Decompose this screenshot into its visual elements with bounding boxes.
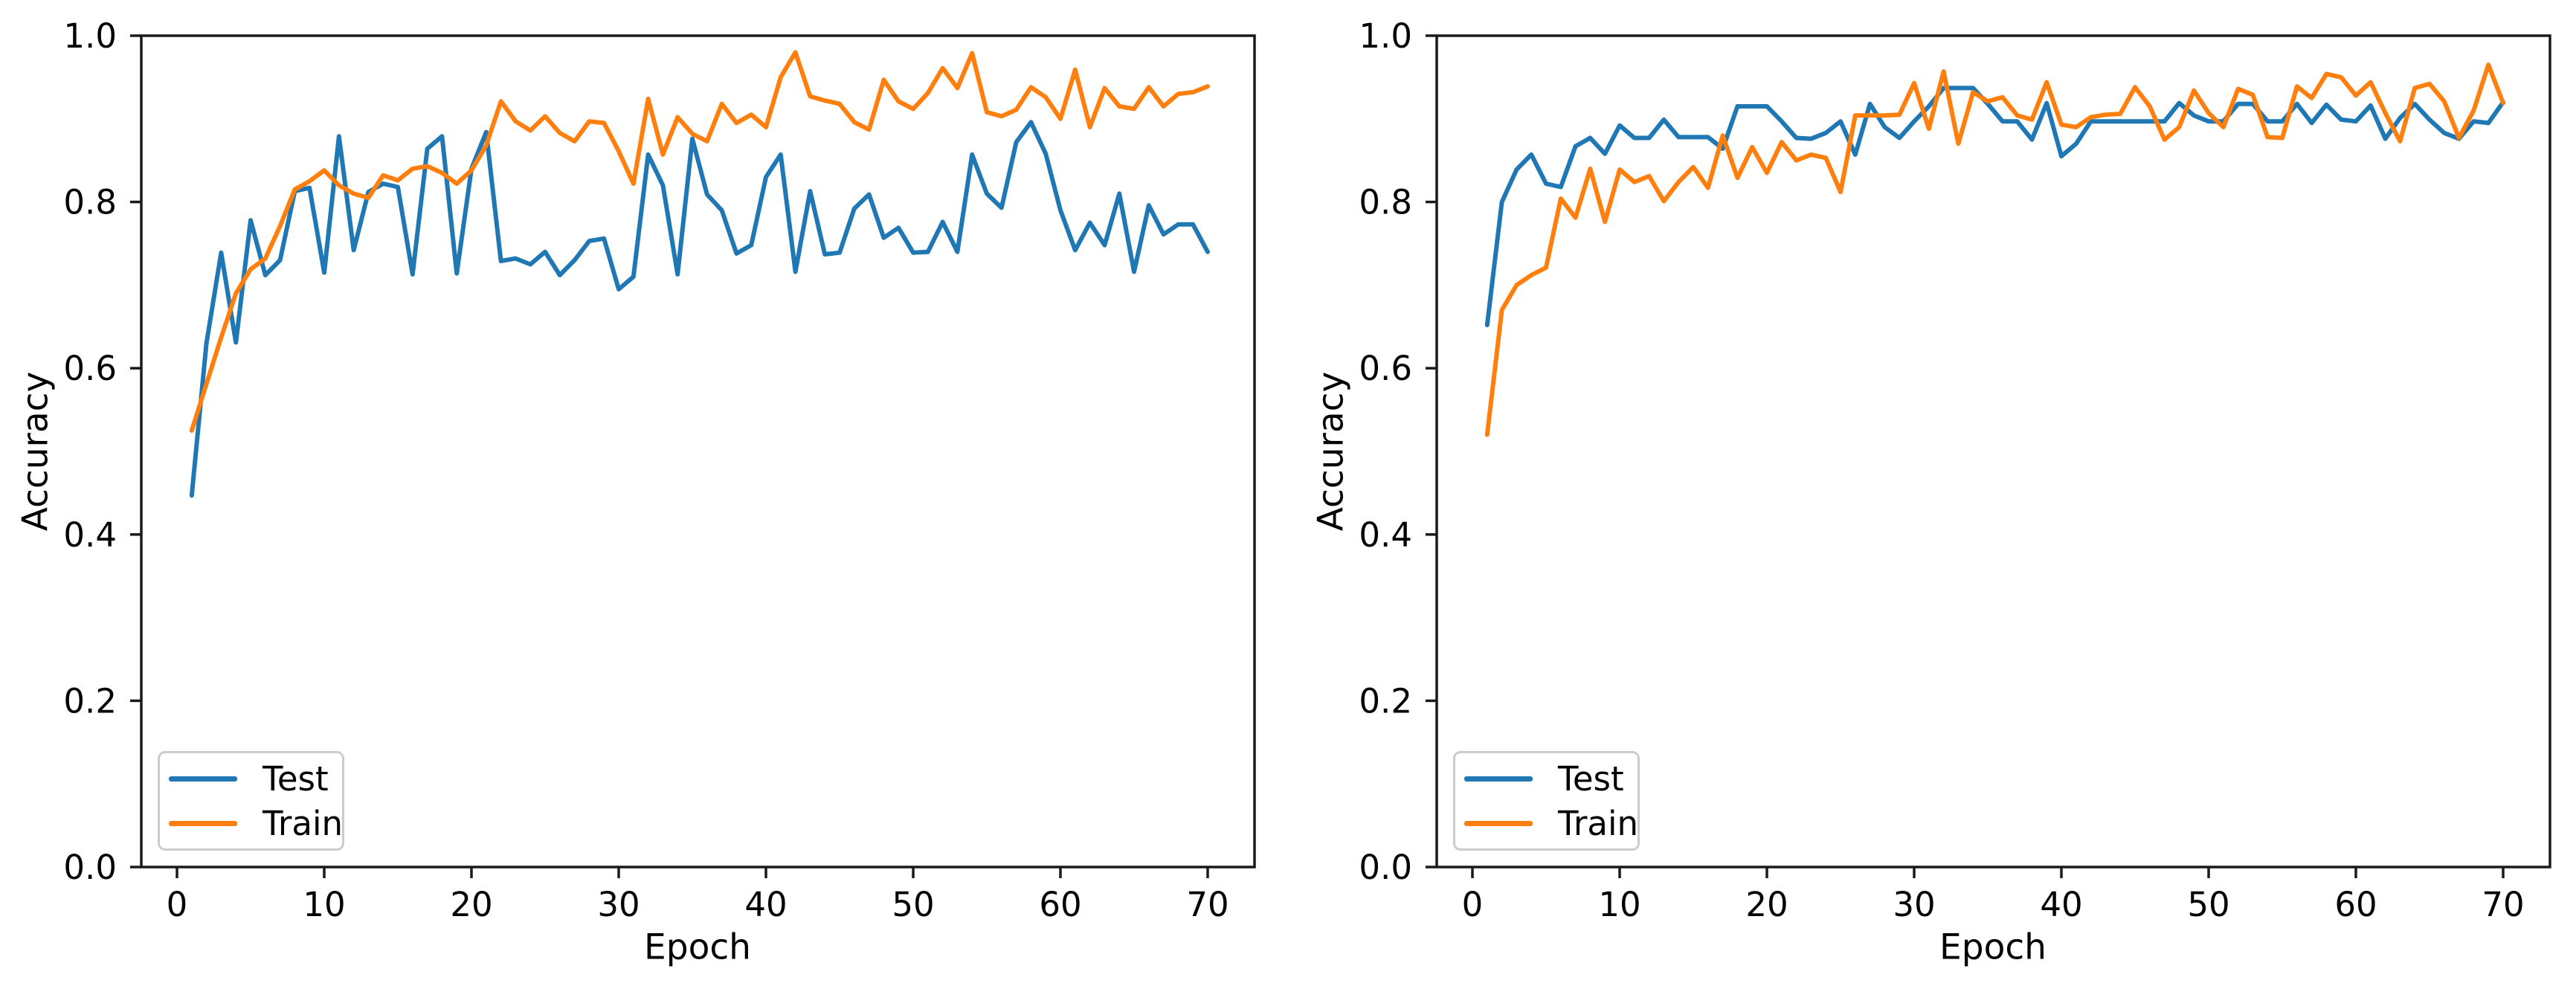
left-chart-canvas: 0 10 20 30 40 50 60 70 0.0 0.2 0.4 0.6 0.8 1.0 — [63, 16, 1256, 924]
test-line-swatch-icon — [169, 776, 237, 782]
x-tick-label: 50 — [2187, 885, 2229, 924]
train-line-swatch-icon — [1464, 820, 1533, 826]
y-tick-label: 0.2 — [1359, 681, 1412, 721]
x-axis-label: Epoch — [644, 927, 751, 968]
y-tick-label: 0.0 — [63, 848, 117, 887]
y-tick-label: 0.6 — [63, 349, 117, 388]
x-tick-label: 40 — [2040, 885, 2082, 924]
x-tick-label: 30 — [597, 885, 640, 924]
y-axis-label: Accuracy — [1310, 371, 1352, 532]
y-tick-label: 0.4 — [1359, 515, 1412, 555]
train-line-swatch-icon — [169, 820, 237, 826]
y-tick-label: 1.0 — [63, 16, 117, 56]
series-line-test — [1484, 86, 2505, 328]
legend-label-test: Test — [263, 758, 329, 799]
x-tick-label: 10 — [1598, 885, 1640, 924]
x-tick-label: 0 — [167, 885, 188, 924]
legend-label-test: Test — [1558, 758, 1624, 799]
x-tick-label: 60 — [1039, 885, 1081, 924]
x-tick-label: 70 — [1186, 885, 1229, 924]
x-tick-label: 10 — [303, 885, 345, 924]
x-tick-label: 0 — [1462, 885, 1484, 924]
x-tick-label: 20 — [450, 885, 492, 924]
y-tick-label: 1.0 — [1359, 16, 1412, 56]
x-tick-label: 40 — [744, 885, 787, 924]
legend-label-train: Train — [263, 803, 343, 843]
x-axis-label: Epoch — [1939, 927, 2047, 968]
legend: Test Train — [1453, 751, 1640, 851]
right-chart-canvas: 0 10 20 30 40 50 60 70 0.0 0.2 0.4 0.6 0.8 1.0 — [1359, 16, 2551, 924]
legend-item-train: Train — [1455, 806, 1638, 840]
x-tick-label: 20 — [1745, 885, 1788, 924]
series-line-train — [1484, 62, 2505, 437]
x-tick-label: 70 — [2482, 885, 2524, 924]
y-tick-label: 0.0 — [1359, 848, 1412, 887]
series-line-train — [189, 50, 1210, 433]
legend-item-test: Test — [160, 761, 342, 796]
y-tick-label: 0.4 — [63, 515, 117, 555]
series-line-test — [189, 120, 1210, 498]
test-line-swatch-icon — [1464, 776, 1533, 782]
y-axis-label: Accuracy — [15, 371, 57, 532]
y-tick-label: 0.8 — [63, 183, 117, 222]
legend: Test Train — [158, 751, 344, 851]
x-tick-label: 30 — [1893, 885, 1935, 924]
left-accuracy-chart: 0 10 20 30 40 50 60 70 0.0 0.2 0.4 0.6 0.8 1.0 Accura… — [15, 16, 1256, 968]
plot-border — [140, 34, 1256, 869]
x-tick-label: 50 — [892, 885, 934, 924]
legend-item-train: Train — [160, 803, 343, 843]
legend-label-train: Train — [1558, 803, 1638, 843]
y-tick-label: 0.2 — [63, 681, 117, 721]
right-accuracy-chart: 0 10 20 30 40 50 60 70 0.0 0.2 0.4 0.6 0.8 1.0 Accura… — [1288, 0, 2576, 986]
y-tick-label: 0.8 — [1359, 183, 1412, 222]
legend-item-test: Test — [1455, 761, 1638, 796]
y-tick-label: 0.6 — [1359, 349, 1412, 388]
plot-border — [1435, 34, 2551, 869]
x-tick-label: 60 — [2334, 885, 2377, 924]
